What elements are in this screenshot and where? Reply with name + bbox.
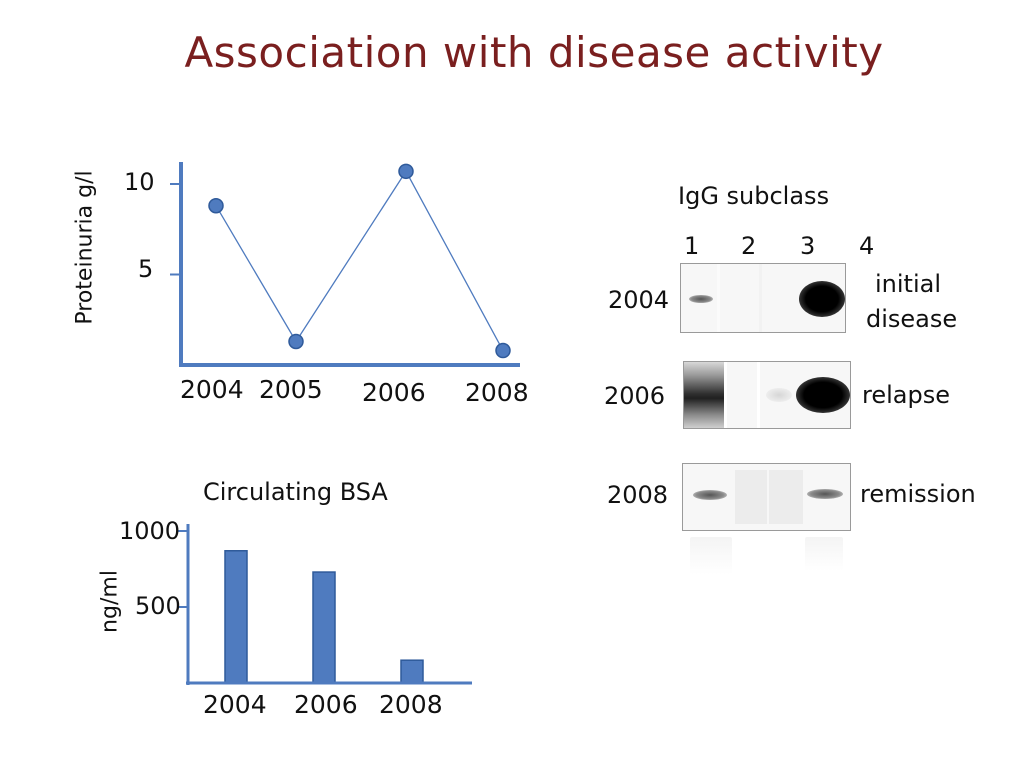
lane-separator (724, 362, 727, 428)
bsa-bar-2004 (224, 550, 248, 684)
blot-label-relapse: relapse (862, 381, 950, 409)
blot-label-remission: remission (860, 480, 976, 508)
page-title: Association with disease activity (184, 28, 884, 77)
lane-separator (759, 264, 762, 332)
blot-lane-4: 4 (859, 232, 875, 260)
bar-xtick-2008: 2008 (379, 690, 443, 719)
line-xtick-2006: 2006 (362, 378, 426, 407)
bar-xtick-2004: 2004 (203, 690, 267, 719)
blot-lane-box (735, 470, 767, 524)
blot-title: IgG subclass (678, 182, 830, 210)
bar-xtick-2006: 2006 (294, 690, 358, 719)
bar-ytick-1000: 1000 (119, 517, 181, 545)
proteinuria-point-2006 (398, 163, 414, 180)
blot-band (693, 490, 727, 500)
blot-year-2004: 2004 (608, 286, 670, 314)
blot-year-2008: 2008 (607, 481, 669, 509)
blot-label-disease: disease (866, 305, 958, 333)
blot-lane-1: 1 (684, 232, 700, 260)
proteinuria-series-line (215, 170, 504, 351)
blot-reflection (690, 537, 732, 575)
bsa-bar-2008 (400, 659, 424, 684)
line-xtick-2008: 2008 (465, 378, 529, 407)
blot-band (796, 377, 850, 413)
blot-band (689, 295, 713, 303)
blot-panel-2004 (680, 263, 846, 333)
bar-ytick-500: 500 (135, 592, 181, 620)
lane-separator (717, 264, 720, 332)
blot-reflection (805, 537, 843, 571)
proteinuria-point-2005 (288, 333, 304, 350)
bsa-bar-2006 (312, 571, 336, 684)
proteinuria-point-2008 (495, 342, 511, 359)
blot-band (766, 388, 792, 402)
proteinuria-point-2004 (208, 197, 224, 214)
lane-separator (757, 362, 760, 428)
line-xtick-2005: 2005 (259, 375, 323, 404)
blot-band (807, 489, 843, 499)
proteinuria-ylabel: Proteinuria g/l (72, 170, 98, 325)
bsa-chart-title: Circulating BSA (203, 478, 388, 506)
blot-label-initial: initial (875, 270, 941, 298)
bsa-ylabel: ng/ml (97, 570, 123, 633)
blot-band (799, 281, 845, 317)
line-xtick-2004: 2004 (180, 375, 244, 404)
blot-year-2006: 2006 (604, 382, 666, 410)
blot-lane-smear (684, 362, 724, 428)
blot-panel-2006 (683, 361, 851, 429)
blot-lane-2: 2 (741, 232, 757, 260)
line-ytick-5: 5 (138, 255, 154, 283)
line-ytick-10: 10 (124, 168, 155, 196)
blot-lane-3: 3 (800, 232, 816, 260)
blot-panel-2008 (682, 463, 851, 531)
blot-lane-box (769, 470, 803, 524)
